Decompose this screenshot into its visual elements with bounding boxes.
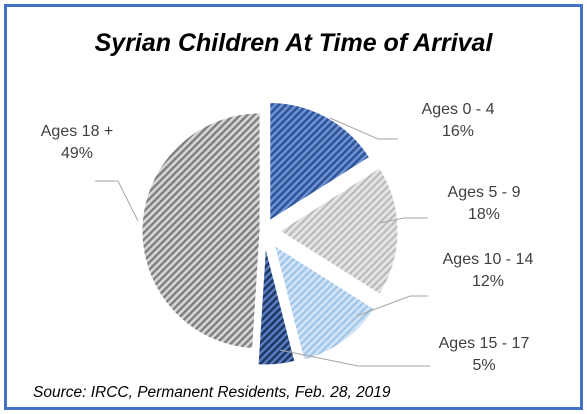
slice-category-label: Ages 0 - 4 [422, 101, 495, 118]
leader-line [95, 180, 139, 222]
slice-percent-label: 49% [61, 145, 93, 162]
chart-title: Syrian Children At Time of Arrival [94, 29, 493, 57]
chart-source: Source: IRCC, Permanent Residents, Feb. … [33, 384, 391, 401]
slice-percent-label: 12% [472, 273, 504, 290]
leader-line [356, 295, 428, 317]
chart-frame: Syrian Children At Time of Arrival Sourc… [4, 4, 583, 410]
slice-percent-label: 18% [468, 206, 500, 223]
slice-category-label: Ages 15 - 17 [439, 335, 530, 352]
slice-category-label: Ages 10 - 14 [443, 251, 534, 268]
leader-line [379, 217, 428, 224]
slice-category-label: Ages 5 - 9 [448, 184, 521, 201]
pie-slice-ages-0-4 [269, 101, 371, 222]
slice-category-label: Ages 18 + [41, 123, 114, 140]
leader-line [329, 117, 398, 140]
pie-slice-ages-18 [141, 112, 261, 350]
slice-percent-label: 5% [472, 357, 495, 374]
slice-percent-label: 16% [442, 123, 474, 140]
leader-line [279, 349, 430, 367]
pie-slice-ages-10-14 [273, 244, 375, 361]
pie-slice-ages-15-17 [257, 246, 296, 366]
pie-slice-ages-5-9 [279, 167, 399, 295]
